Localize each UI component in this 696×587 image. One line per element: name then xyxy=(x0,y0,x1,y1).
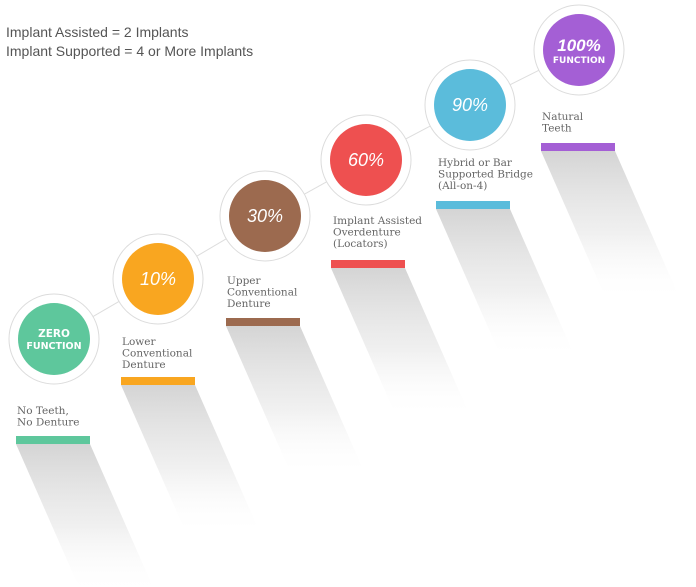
step-shadow-zero xyxy=(16,444,153,587)
step-bar-90 xyxy=(436,201,510,209)
step-percent-90: 90% xyxy=(452,95,488,115)
step-bar-10 xyxy=(121,377,195,385)
step-shadow-100 xyxy=(541,151,681,301)
step-bar-60 xyxy=(331,260,405,268)
legend-line-supported: Implant Supported = 4 or More Implants xyxy=(6,43,254,59)
step-circle-10 xyxy=(122,243,194,315)
step-circle-90 xyxy=(434,69,506,141)
step-word-bottom-100: FUNCTION xyxy=(553,56,605,66)
step-percent-10: 10% xyxy=(140,269,176,289)
step-label-60: (Locators) xyxy=(333,238,388,250)
step-label-10: Conventional xyxy=(122,348,193,360)
step-label-30: Conventional xyxy=(227,287,298,299)
step-circle-60 xyxy=(330,124,402,196)
step-percent-60: 60% xyxy=(348,150,384,170)
step-circle-100 xyxy=(543,14,615,86)
step-shadow-90 xyxy=(436,209,576,359)
step-label-10: Lower xyxy=(122,336,156,348)
step-shadows xyxy=(16,151,681,587)
step-shadow-60 xyxy=(331,268,471,418)
legend: Implant Assisted = 2 Implants Implant Su… xyxy=(6,23,253,61)
step-label-10: Denture xyxy=(122,359,166,371)
step-connector xyxy=(92,301,120,317)
step-connector xyxy=(405,125,431,140)
step-label-90: (All-on-4) xyxy=(438,180,487,192)
step-connector xyxy=(509,69,540,86)
step-connectors xyxy=(92,69,540,317)
step-bar-zero xyxy=(16,436,90,444)
step-shadow-30 xyxy=(226,326,366,476)
step-bar-30 xyxy=(226,318,300,326)
step-word-top-zero: ZERO xyxy=(38,328,70,340)
step-connector xyxy=(304,181,327,195)
step-circle-zero xyxy=(18,303,90,375)
step-label-zero: No Teeth, xyxy=(17,405,69,417)
step-label-90: Supported Bridge xyxy=(438,169,533,181)
step-label-30: Denture xyxy=(227,298,271,310)
step-label-60: Implant Assisted xyxy=(333,215,422,227)
step-percent-30: 30% xyxy=(247,206,283,226)
step-label-30: Upper xyxy=(227,275,262,287)
step-label-100: Natural xyxy=(542,111,584,123)
step-label-90: Hybrid or Bar xyxy=(438,157,513,169)
step-label-100: Teeth xyxy=(542,123,572,135)
step-bar-100 xyxy=(541,143,615,151)
step-word-bottom-zero: FUNCTION xyxy=(26,341,81,352)
step-connector xyxy=(196,238,227,257)
step-label-zero: No Denture xyxy=(17,417,79,429)
step-shadow-10 xyxy=(121,385,261,535)
step-label-60: Overdenture xyxy=(333,227,401,239)
legend-line-assisted: Implant Assisted = 2 Implants xyxy=(6,24,189,40)
step-circle-30 xyxy=(229,180,301,252)
step-percent-100: 100% xyxy=(557,36,600,55)
